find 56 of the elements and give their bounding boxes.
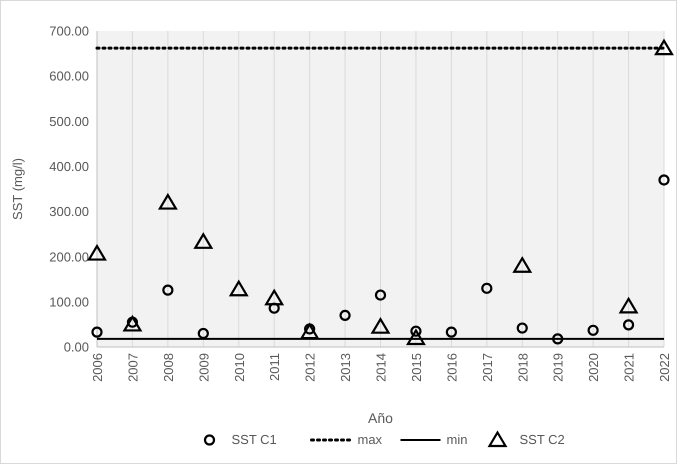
y-tick-label: 300.00 <box>49 204 89 220</box>
legend-label: max <box>358 432 383 447</box>
x-tick-label: 2009 <box>196 353 212 382</box>
point <box>300 324 319 340</box>
point <box>123 316 142 332</box>
point <box>198 328 209 340</box>
point <box>622 319 634 330</box>
point <box>91 326 103 338</box>
point <box>654 40 674 56</box>
legend-label: SST C1 <box>232 432 277 447</box>
point <box>339 310 351 321</box>
point <box>446 326 457 338</box>
point <box>371 318 390 334</box>
x-tick-label: 2006 <box>90 353 105 382</box>
point <box>481 282 492 294</box>
x-tick-label: 2012 <box>302 353 318 382</box>
point <box>268 302 280 314</box>
x-tick-label: 2020 <box>586 353 602 382</box>
x-tick-label: 2016 <box>444 353 460 382</box>
y-tick-label: 700.00 <box>49 24 89 39</box>
x-tick-label: 2008 <box>160 353 176 382</box>
x-tick-label: 2022 <box>657 353 672 382</box>
legend-label: min <box>446 432 468 447</box>
y-tick-label: 600.00 <box>49 68 89 84</box>
x-tick-label: 2019 <box>550 353 566 382</box>
x-axis-title: Año <box>368 410 394 426</box>
point <box>194 233 212 249</box>
x-tick-label: 2015 <box>408 353 424 382</box>
point <box>552 333 564 344</box>
y-tick-label: 0.00 <box>64 340 89 355</box>
x-tick-label: 2011 <box>267 353 282 381</box>
x-tick-label: 2010 <box>232 353 247 382</box>
point <box>88 244 106 261</box>
y-tick-label: 500.00 <box>49 114 89 129</box>
point <box>158 194 177 210</box>
x-tick-label: 2018 <box>515 353 530 382</box>
point <box>265 290 284 306</box>
point <box>658 174 670 186</box>
point <box>230 280 248 296</box>
x-tick-label: 2014 <box>374 353 388 382</box>
point <box>516 322 528 334</box>
y-tick-label: 400.00 <box>49 158 89 174</box>
point <box>619 298 638 314</box>
legend-label: SST C2 <box>520 432 565 447</box>
x-tick-label: 2007 <box>125 353 140 382</box>
y-axis-title: SST (mg/l) <box>10 158 25 220</box>
point <box>162 284 174 296</box>
x-tick-label: 2017 <box>480 353 495 382</box>
point <box>513 257 532 273</box>
x-tick-label: 2013 <box>338 353 354 382</box>
point <box>406 329 426 346</box>
point <box>588 324 599 336</box>
y-tick-label: 100.00 <box>49 294 89 310</box>
point <box>374 289 386 301</box>
x-tick-label: 2021 <box>622 353 637 382</box>
y-tick-label: 200.00 <box>49 249 89 264</box>
